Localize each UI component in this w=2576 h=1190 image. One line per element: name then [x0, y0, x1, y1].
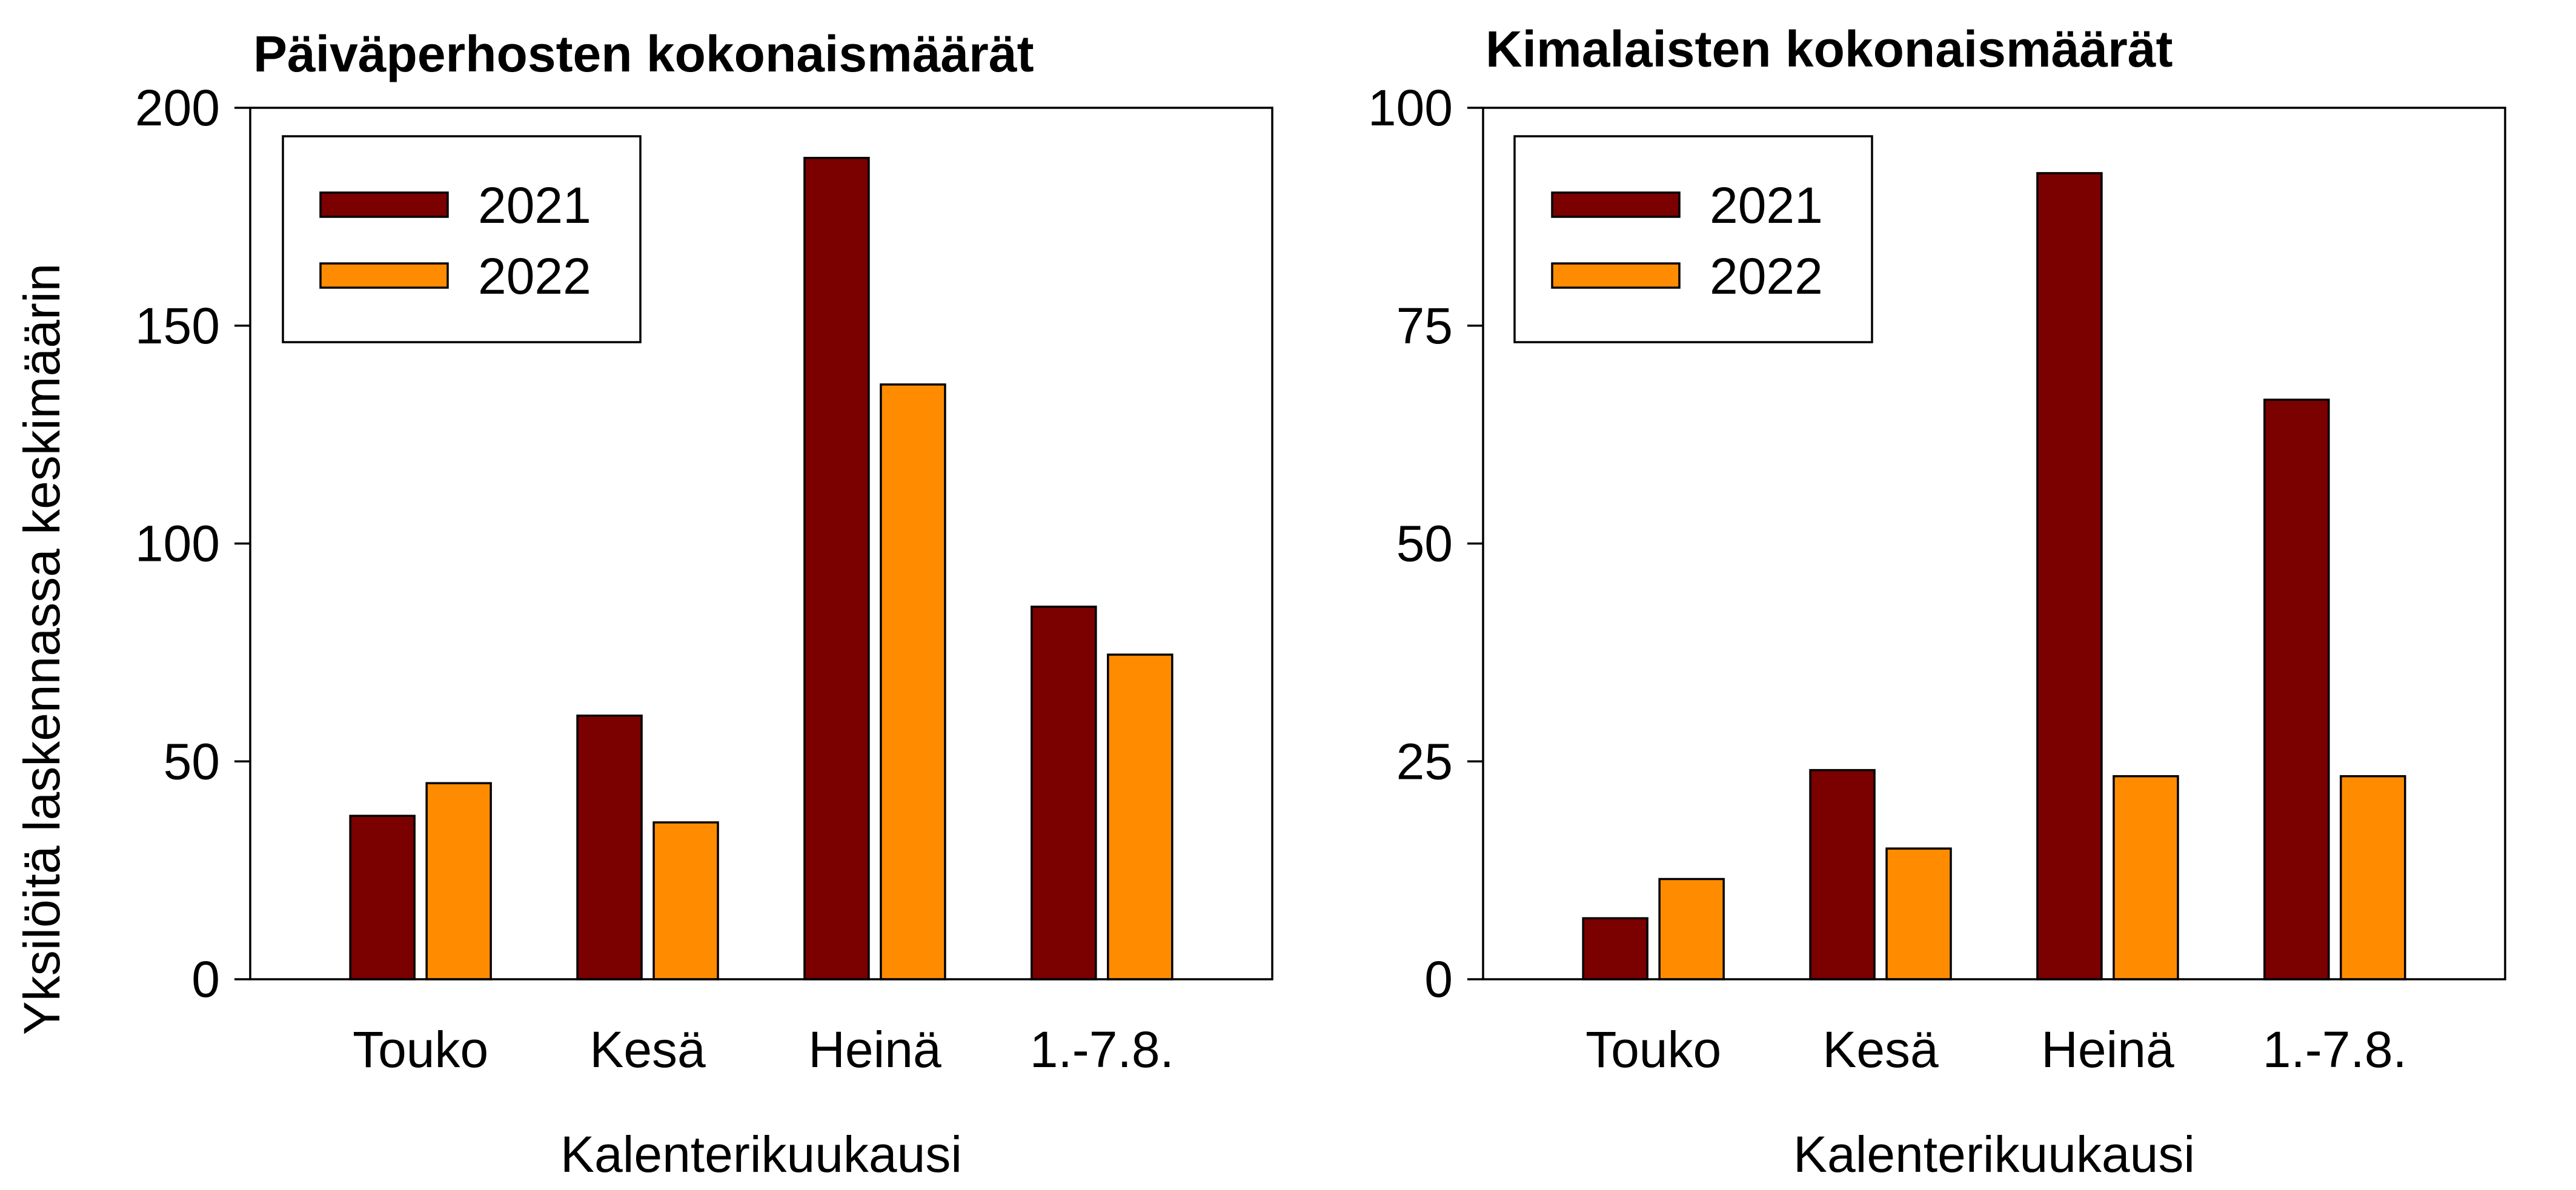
x-tick-label: Touko: [1585, 1021, 1721, 1078]
bar-2021-4: [2263, 398, 2330, 980]
x-tick-label: Heinä: [808, 1021, 941, 1078]
y-tick-label: 200: [135, 79, 220, 136]
bar-2021-3: [2036, 172, 2103, 980]
bar-2021-2: [1809, 769, 1876, 980]
y-tick-label: 100: [135, 515, 220, 572]
bar-2021-3: [803, 156, 870, 980]
bar-2021-1: [1582, 917, 1648, 980]
x-tick-label: Kesä: [589, 1021, 706, 1078]
y-tick-label: 0: [1424, 951, 1453, 1008]
bar-2022-1: [1658, 878, 1725, 980]
x-tick-label: 1.-7.8.: [2263, 1021, 2407, 1078]
legend-label-2021: 2021: [478, 177, 591, 234]
x-axis-label: Kalenterikuukausi: [1793, 1126, 2195, 1183]
y-tick-label: 75: [1396, 297, 1453, 354]
legend-label-2022: 2022: [478, 248, 591, 305]
y-tick-label: 150: [135, 297, 220, 354]
y-axis-label: Yksilöitä laskennassa keskimäärin: [13, 263, 70, 1036]
legend-box: [282, 135, 642, 343]
bar-2022-3: [880, 383, 946, 980]
legend: 2021 2022: [282, 135, 642, 343]
bar-2021-4: [1031, 606, 1097, 980]
chart-title: Kimalaisten kokonaismäärät: [1486, 21, 2173, 78]
legend-swatch-2021: [319, 191, 449, 218]
chart-title: Päiväperhosten kokonaismäärät: [253, 25, 1034, 82]
legend-label-2022: 2022: [1710, 248, 1823, 305]
legend-label-2021: 2021: [1710, 177, 1823, 234]
y-tick-label: 50: [1396, 515, 1453, 572]
x-tick-label: 1.-7.8.: [1030, 1021, 1174, 1078]
legend-box: [1513, 135, 1873, 343]
bar-2022-4: [1107, 653, 1173, 980]
bar-2022-2: [652, 821, 719, 980]
bar-2021-2: [576, 714, 643, 980]
x-tick-label: Kesä: [1822, 1021, 1939, 1078]
y-tick-label: 25: [1396, 733, 1453, 790]
x-tick-label: Touko: [353, 1021, 488, 1078]
bar-2021-1: [349, 815, 416, 980]
legend-swatch-2022: [1551, 262, 1681, 289]
y-tick-label: 100: [1368, 79, 1453, 136]
bar-2022-2: [1885, 847, 1952, 980]
legend: 2021 2022: [1513, 135, 1873, 343]
legend-swatch-2021: [1551, 191, 1681, 218]
y-tick-label: 50: [164, 733, 220, 790]
bar-2022-1: [425, 782, 492, 980]
bar-2022-3: [2113, 775, 2179, 980]
bumblebee-chart: Kimalaisten kokonaismäärät Touko Kesä Heinä…: [1368, 21, 2506, 1183]
bar-2022-4: [2340, 775, 2406, 980]
x-tick-label: Heinä: [2041, 1021, 2174, 1078]
butterfly-chart: Päiväperhosten kokonaismäärät Touko Kesä He…: [135, 25, 1273, 1183]
y-tick-label: 0: [191, 951, 220, 1008]
legend-swatch-2022: [319, 262, 449, 289]
x-axis-label: Kalenterikuukausi: [560, 1126, 962, 1183]
